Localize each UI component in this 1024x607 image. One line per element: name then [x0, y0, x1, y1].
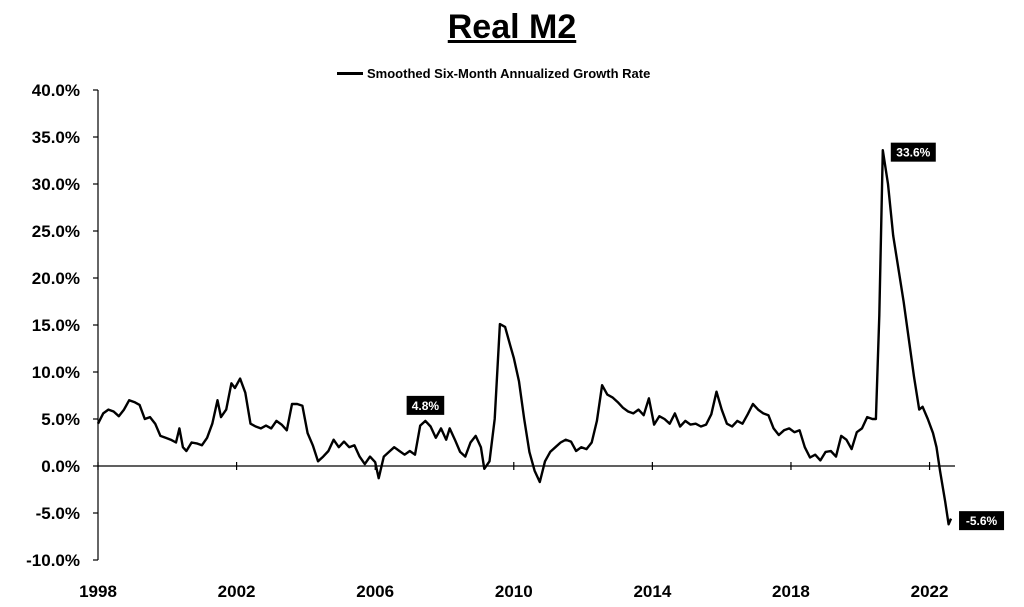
- x-tick-label: 2002: [218, 582, 256, 601]
- y-tick-label: -10.0%: [26, 551, 80, 570]
- y-tick-label: 5.0%: [41, 410, 80, 429]
- y-tick-label: 40.0%: [32, 81, 80, 100]
- y-tick-label: 10.0%: [32, 363, 80, 382]
- data-label-callout: -5.6%: [959, 511, 1005, 531]
- chart-title: Real M2: [447, 8, 577, 46]
- callout-box: [959, 511, 1005, 531]
- callout-text: 4.8%: [412, 399, 440, 413]
- series-line: [96, 149, 953, 526]
- y-axis-ticks: 40.0% 35.0% 30.0% 25.0% 20.0% 15.0% 10.0% 5.0% 0…: [26, 81, 98, 570]
- x-tick-label: 2022: [911, 582, 949, 601]
- callout-box: [890, 142, 936, 162]
- y-tick-label: 35.0%: [32, 128, 80, 147]
- y-tick-label: -5.0%: [36, 504, 80, 523]
- y-tick-label: 25.0%: [32, 222, 80, 241]
- legend-label: Smoothed Six-Month Annualized Growth Rat…: [367, 66, 651, 81]
- x-axis-ticks: 1998 2002 2006 2010 2014 2018 2022: [79, 462, 948, 601]
- callout-box: [406, 395, 445, 415]
- legend: Smoothed Six-Month Annualized Growth Rat…: [337, 66, 650, 81]
- callout-text: -5.6%: [966, 514, 998, 528]
- y-tick-label: 30.0%: [32, 175, 80, 194]
- y-tick-label: 0.0%: [41, 457, 80, 476]
- x-tick-label: 2010: [495, 582, 533, 601]
- x-tick-label: 1998: [79, 582, 117, 601]
- y-tick-label: 20.0%: [32, 269, 80, 288]
- x-tick-label: 2018: [772, 582, 810, 601]
- annotations: 4.8% 33.6% -5.6%: [406, 142, 1005, 531]
- legend-line-swatch: [337, 72, 363, 75]
- callout-text: 33.6%: [896, 146, 930, 160]
- x-tick-label: 2006: [356, 582, 394, 601]
- y-tick-label: 15.0%: [32, 316, 80, 335]
- data-label-callout: 33.6%: [890, 142, 936, 162]
- data-label-callout: 4.8%: [406, 395, 445, 415]
- x-tick-label: 2014: [633, 582, 671, 601]
